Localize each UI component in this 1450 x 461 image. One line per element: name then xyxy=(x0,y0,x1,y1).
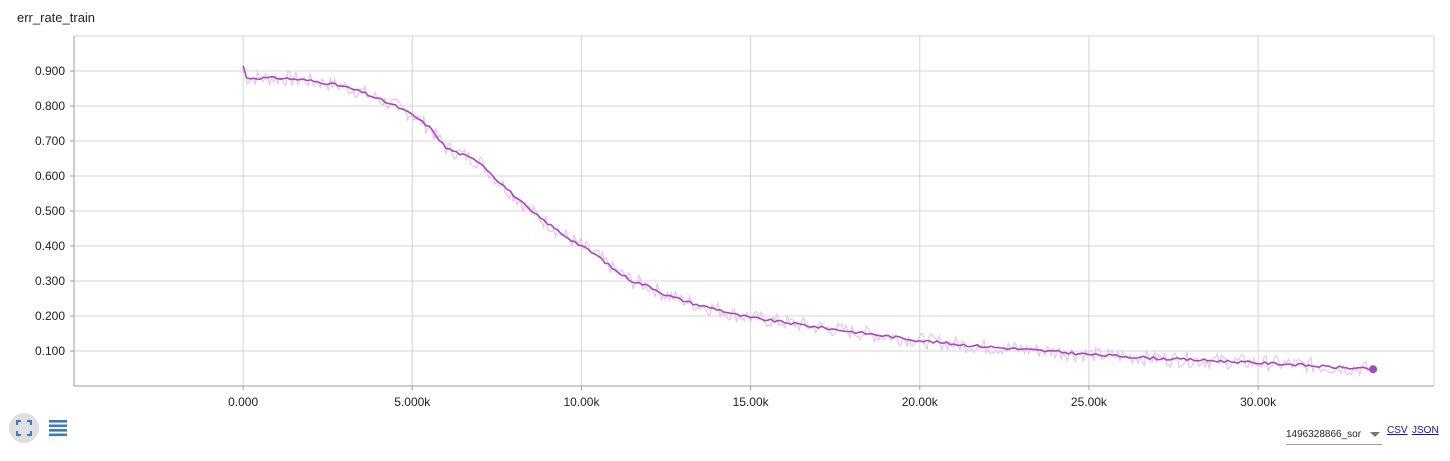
csv-download-link[interactable]: CSV xyxy=(1387,425,1408,436)
json-download-link[interactable]: JSON xyxy=(1412,425,1439,436)
list-icon xyxy=(49,420,67,437)
y-tick-label: 0.600 xyxy=(35,169,65,183)
x-tick-label: 20.00k xyxy=(902,395,939,409)
fullscreen-button[interactable] xyxy=(9,413,39,443)
y-tick-label: 0.700 xyxy=(35,134,65,148)
x-tick-label: 10.00k xyxy=(563,395,600,409)
y-tick-label: 0.500 xyxy=(35,204,65,218)
tick-labels: 0.100 0.200 0.300 0.400 0.500 0.600 0.700 0.800… xyxy=(35,64,1277,409)
chart-title: err_rate_train xyxy=(17,10,96,25)
y-tick-label: 0.800 xyxy=(35,99,65,113)
grid xyxy=(74,35,1435,386)
series-layer xyxy=(242,65,1378,378)
x-tick-label: 30.00k xyxy=(1240,395,1277,409)
y-tick-label: 0.400 xyxy=(35,239,65,253)
fullscreen-icon xyxy=(16,420,32,436)
chevron-down-icon xyxy=(1370,431,1380,437)
y-tick-label: 0.100 xyxy=(35,344,65,358)
x-tick-label: 5.000k xyxy=(394,395,431,409)
x-tick-label: 25.00k xyxy=(1071,395,1108,409)
x-tick-label: 15.00k xyxy=(733,395,770,409)
run-select-value: 1496328866_sor xyxy=(1286,428,1362,440)
y-tick-label: 0.200 xyxy=(35,309,65,323)
y-tick-label: 0.300 xyxy=(35,274,65,288)
toggle-log-scale-button[interactable] xyxy=(46,416,70,440)
axes xyxy=(70,36,1434,390)
run-select[interactable]: 1496328866_sor xyxy=(1286,424,1382,445)
last-point-marker xyxy=(1369,365,1378,374)
x-tick-label: 0.000 xyxy=(228,395,258,409)
smoothed-series-line xyxy=(242,65,1374,371)
y-tick-label: 0.900 xyxy=(35,64,65,78)
